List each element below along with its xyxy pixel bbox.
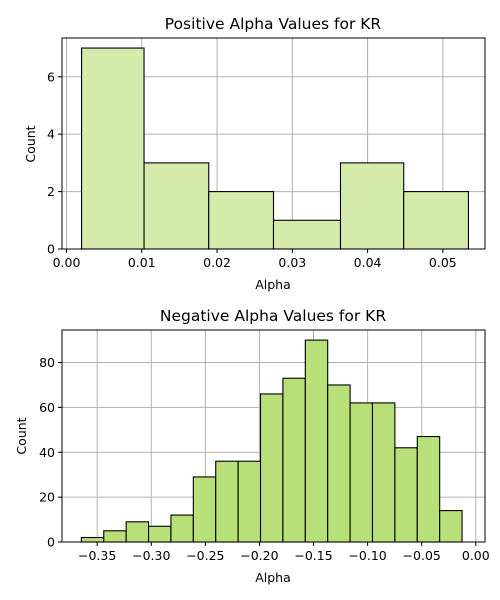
negative-histogram-bar <box>237 460 262 543</box>
negative-x-tick-label: 0.00 <box>462 548 490 563</box>
negative-histogram-bar <box>304 339 329 543</box>
negative-y-tick-label: 40 <box>39 445 55 460</box>
negative-alpha-panel: Negative Alpha Values for KR −0.35 −0.30−… <box>14 307 490 585</box>
negative-histogram-bar <box>282 377 306 543</box>
negative-histogram-bar <box>147 525 172 543</box>
positive-y-tick-label: 6 <box>47 69 55 84</box>
negative-histogram-bar <box>125 521 150 543</box>
negative-x-tick-label: −0.15 <box>294 548 332 563</box>
negative-x-tick-label: −0.05 <box>403 548 441 563</box>
positive-histogram-bar <box>81 47 145 250</box>
positive-y-axis-label: Count <box>23 125 38 162</box>
negative-y-tick-label: 80 <box>39 355 55 370</box>
positive-histogram-bar <box>208 191 275 250</box>
positive-y-tick-label: 0 <box>47 242 55 257</box>
negative-histogram-bar <box>192 476 217 543</box>
negative-histogram-bar <box>170 514 194 543</box>
positive-x-tick-label: 0.05 <box>429 255 457 270</box>
negative-x-axis-label: Alpha <box>255 570 291 585</box>
positive-histogram-bar <box>272 219 342 250</box>
positive-histogram-bar <box>339 162 405 250</box>
negative-chart-title: Negative Alpha Values for KR <box>160 307 386 325</box>
negative-y-tick-label: 0 <box>47 535 55 550</box>
negative-histogram-bar <box>371 402 396 543</box>
positive-x-axis-label: Alpha <box>255 277 291 292</box>
positive-histogram-bar <box>403 191 469 250</box>
negative-histogram-bar <box>215 460 239 543</box>
negative-histogram-bar <box>80 536 105 543</box>
positive-x-tick-label: 0.02 <box>203 255 231 270</box>
positive-y-tick-label: 4 <box>47 127 55 142</box>
negative-histogram-bar <box>439 510 463 543</box>
positive-alpha-panel: Positive Alpha Values for KR 0.00 0.01 0.0… <box>23 15 486 292</box>
positive-x-tick-label: 0.01 <box>128 255 156 270</box>
negative-histogram-bar <box>349 402 374 543</box>
positive-plot-area: 0.00 0.01 0.02 0.03 0.04 0.05 0 2 4 6 <box>47 37 486 270</box>
negative-histogram-bar <box>394 447 418 543</box>
positive-chart-title: Positive Alpha Values for KR <box>165 15 382 33</box>
positive-y-tick-label: 2 <box>47 184 55 199</box>
negative-plot-area: −0.35 −0.30 −0.25 −0.20 −0.15 −0.10 −0.05 0.00 0… <box>39 329 490 563</box>
negative-x-tick-label: −0.10 <box>348 548 386 563</box>
positive-x-tick-label: 0.03 <box>278 255 306 270</box>
negative-histogram-bar <box>259 393 284 543</box>
negative-y-tick-label: 60 <box>39 400 55 415</box>
negative-histogram-bar <box>327 384 351 543</box>
negative-y-tick-label: 20 <box>39 490 55 505</box>
negative-y-axis-label: Count <box>14 417 29 454</box>
negative-x-tick-label: −0.35 <box>78 548 116 563</box>
negative-x-tick-label: −0.20 <box>240 548 278 563</box>
positive-x-tick-label: 0.04 <box>354 255 382 270</box>
positive-x-tick-label: 0.00 <box>53 255 81 270</box>
negative-histogram-bar <box>103 530 127 543</box>
negative-histogram-bar <box>416 436 441 543</box>
positive-histogram-bar <box>143 162 210 250</box>
negative-x-tick-label: −0.30 <box>132 548 170 563</box>
positive-axes-frame <box>61 37 486 250</box>
negative-axes-frame <box>61 329 486 543</box>
negative-x-tick-label: −0.25 <box>186 548 224 563</box>
